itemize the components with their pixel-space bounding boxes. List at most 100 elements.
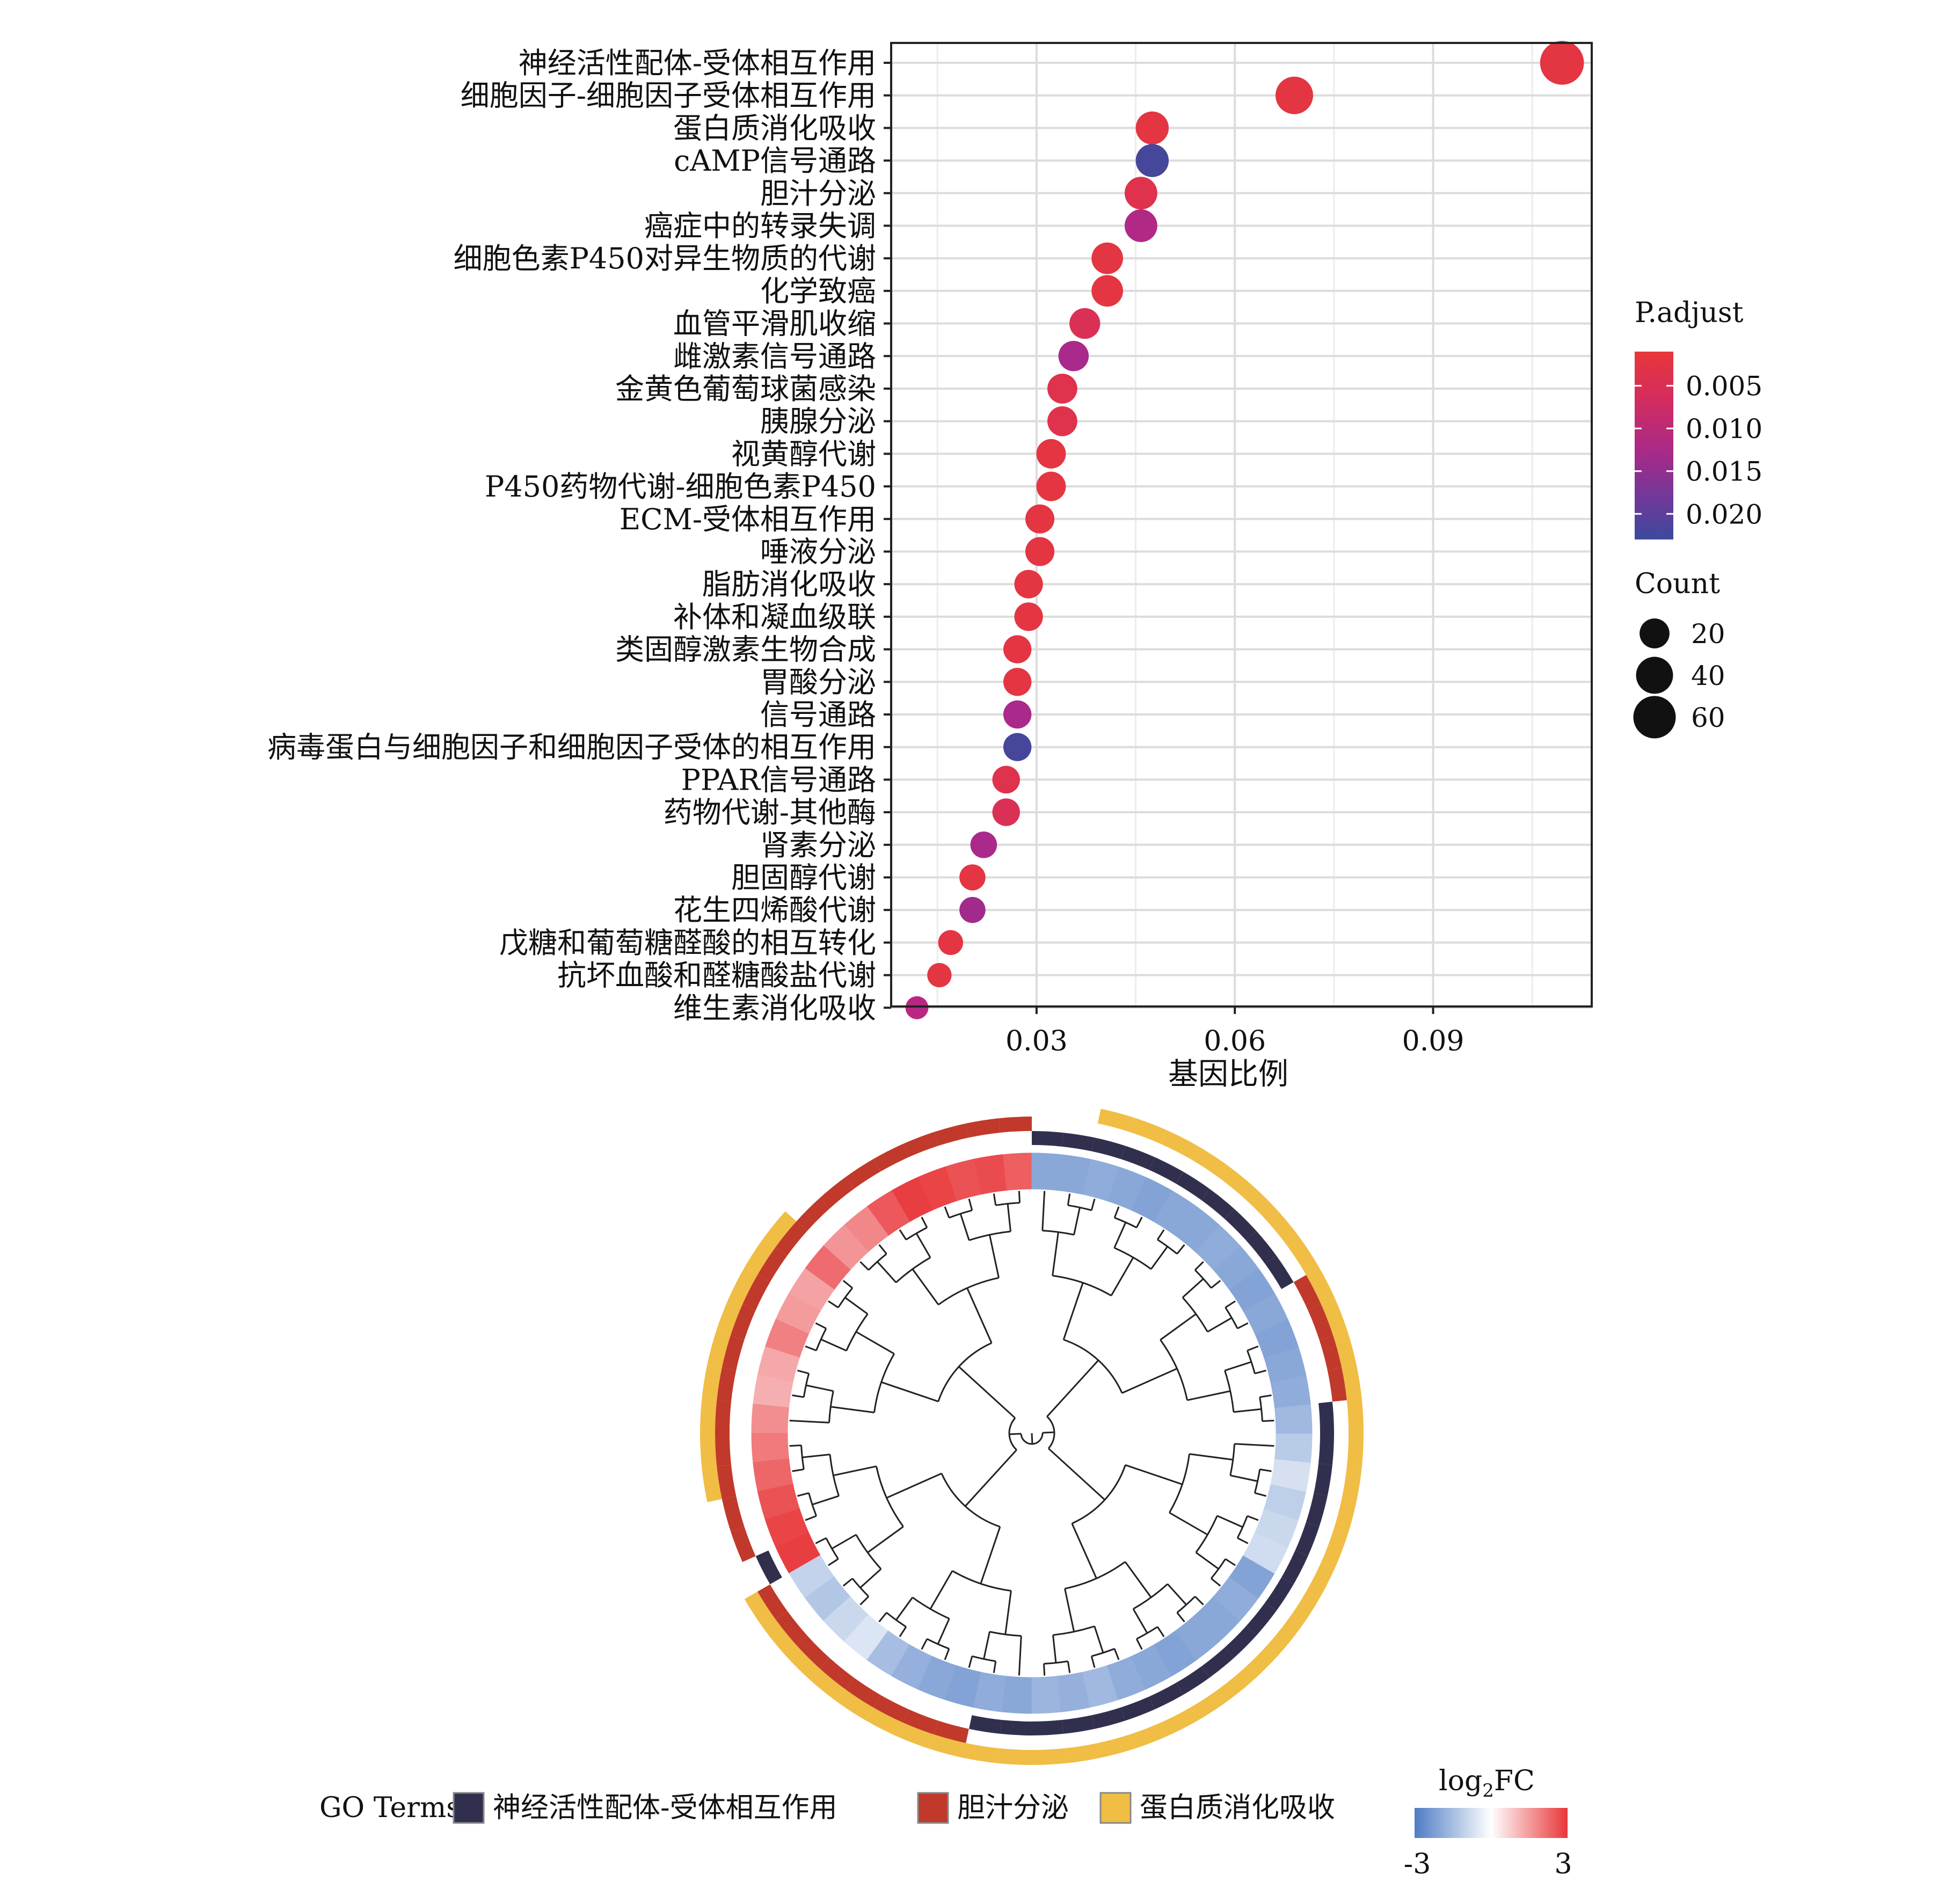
ring-cell-protein-digestion bbox=[744, 1592, 776, 1629]
dendrogram-branch bbox=[1041, 1191, 1046, 1231]
ring-cell-protein-digestion bbox=[1288, 1238, 1320, 1275]
ring-cell-bile-secretion bbox=[742, 1275, 770, 1311]
ring-cell-neuroactive bbox=[968, 1715, 1002, 1734]
ring-cell-neuroactive bbox=[1265, 1256, 1294, 1289]
padjust-legend: P.adjust 0.005 0.010 0.015 0.020 bbox=[1635, 297, 1762, 539]
ring-cell-protein-digestion bbox=[1218, 1165, 1254, 1198]
dendrogram-branch bbox=[1043, 1664, 1046, 1676]
dendrogram-branch bbox=[1062, 1282, 1084, 1340]
ring-cell-neuroactive bbox=[1201, 1647, 1234, 1678]
ring-cell-neuroactive bbox=[1225, 1208, 1257, 1241]
dendrogram-branch bbox=[1048, 1448, 1105, 1501]
ring-cell-protein-digestion bbox=[1218, 1668, 1254, 1702]
dendrogram-branch bbox=[1125, 1464, 1183, 1485]
ring-cell-protein-digestion bbox=[963, 1103, 999, 1124]
dendrogram-arc bbox=[851, 1578, 870, 1597]
logfc-title-tail: FC bbox=[1494, 1765, 1535, 1797]
dendrogram-branch bbox=[1090, 1655, 1096, 1668]
data-point bbox=[970, 831, 997, 858]
y-tick-label: cAMP信号通路 bbox=[674, 144, 876, 178]
data-point bbox=[1091, 242, 1123, 274]
ring-cell-protein-digestion bbox=[728, 1267, 758, 1305]
dendrogram-branch bbox=[828, 1300, 839, 1309]
dendrogram-branch bbox=[1262, 1419, 1274, 1422]
ring-cell-protein-digestion bbox=[836, 1146, 873, 1177]
dendrogram-branch bbox=[1247, 1345, 1259, 1352]
ring-neuroactive bbox=[730, 1131, 1334, 1735]
ring-cell-neuroactive bbox=[1000, 1720, 1032, 1735]
ring-cell-neuroactive bbox=[854, 1171, 888, 1200]
y-tick-label: P450药物代谢-细胞色素P450 bbox=[485, 470, 876, 504]
dendrogram-branch bbox=[815, 1322, 827, 1330]
y-tick-label: 胃酸分泌 bbox=[760, 665, 876, 699]
dendrogram-branch bbox=[812, 1495, 839, 1506]
dendrogram-branch bbox=[842, 1280, 853, 1289]
dendrogram-branch bbox=[877, 1261, 897, 1283]
ring-cell-bile-secretion bbox=[796, 1635, 830, 1669]
ring-cell-neuroactive bbox=[880, 1683, 915, 1710]
dendrogram-branch bbox=[1234, 1443, 1274, 1447]
ring-cell-protein-digestion bbox=[866, 1130, 904, 1159]
ring-cell-neuroactive bbox=[1176, 1171, 1209, 1200]
dendrogram-branch bbox=[1254, 1492, 1266, 1497]
dendrogram-branch bbox=[1135, 1216, 1143, 1228]
dendrogram-branch bbox=[878, 1612, 887, 1623]
ring-cell-protein-digestion bbox=[716, 1298, 743, 1336]
ring-cell-protein-digestion bbox=[1160, 1130, 1198, 1159]
data-point bbox=[959, 896, 986, 923]
dendrogram-branch bbox=[806, 1384, 834, 1392]
ring-cell-bile-secretion bbox=[1319, 1335, 1342, 1370]
dendrogram-branch bbox=[1211, 1578, 1221, 1587]
ring-cell-neuroactive bbox=[1149, 1157, 1183, 1184]
ring-cell-neuroactive bbox=[1265, 1577, 1294, 1611]
dendrogram-branch bbox=[1052, 1635, 1057, 1663]
ring-cell-neuroactive bbox=[829, 1188, 863, 1219]
ring-cell-protein-digestion bbox=[1243, 1186, 1279, 1222]
ring-cell-neuroactive bbox=[1176, 1666, 1209, 1695]
ring-cell-protein-digestion bbox=[763, 1619, 797, 1655]
ring-cell-protein-digestion bbox=[716, 1531, 743, 1569]
dendrogram-arc bbox=[1194, 1269, 1212, 1289]
count-legend-label: 60 bbox=[1691, 702, 1725, 733]
x-axis-ticks: 0.03 0.06 0.09 bbox=[1005, 1006, 1464, 1057]
dendrogram-arc bbox=[1259, 1397, 1263, 1421]
dendrogram-branch bbox=[792, 1468, 804, 1472]
dendrogram-arc bbox=[1254, 1469, 1261, 1493]
dendrogram-arc bbox=[1247, 1350, 1256, 1374]
count-legend-title: Count bbox=[1635, 568, 1720, 600]
ring-cell-bile-secretion bbox=[715, 1433, 732, 1467]
ring-cell-protein-digestion bbox=[1321, 1531, 1347, 1569]
circular-heatmap-panel bbox=[700, 1102, 1364, 1765]
dendrogram-branch bbox=[1216, 1515, 1243, 1528]
padjust-tick-label: 0.020 bbox=[1686, 499, 1762, 530]
dendrogram-branch bbox=[805, 1515, 817, 1521]
dendrogram-branch bbox=[1113, 1206, 1120, 1219]
dendrogram-branch bbox=[1007, 1203, 1011, 1232]
data-points bbox=[905, 41, 1584, 1019]
ring-cell-protein-digestion bbox=[707, 1331, 731, 1368]
dendrogram-branch bbox=[1094, 1626, 1104, 1653]
data-point bbox=[1124, 177, 1157, 210]
dendrogram-arc bbox=[1114, 1217, 1137, 1229]
ring-cell-protein-digestion bbox=[1306, 1267, 1335, 1305]
ring-cell-neuroactive bbox=[854, 1666, 888, 1695]
ring-cell-neuroactive bbox=[1032, 1131, 1063, 1147]
ring-cell-neuroactive bbox=[1306, 1493, 1328, 1527]
dendrogram-branch bbox=[1176, 1612, 1185, 1623]
ring-cell-protein-digestion bbox=[728, 1562, 758, 1599]
dendrogram-branch bbox=[937, 1618, 950, 1645]
dendrogram-branch bbox=[833, 1465, 877, 1477]
ring-cell-neuroactive bbox=[1281, 1282, 1308, 1316]
y-tick-label: 戊糖和葡萄糖醛酸的相互转化 bbox=[499, 926, 876, 960]
ring-cell-protein-digestion bbox=[1333, 1331, 1357, 1368]
dendrogram-branch bbox=[1150, 1246, 1168, 1270]
dendrogram-branch bbox=[1156, 1626, 1165, 1637]
ring-cell-protein-digestion bbox=[810, 1668, 846, 1702]
ring-cell-protein-digestion bbox=[744, 1238, 776, 1275]
x-tick-label: 0.09 bbox=[1402, 1025, 1464, 1057]
y-tick-label: 细胞因子-细胞因子受体相互作用 bbox=[461, 79, 876, 113]
dot-plot-panel: 神经活性配体-受体相互作用细胞因子-细胞因子受体相互作用蛋白质消化吸收cAMP信… bbox=[267, 41, 1593, 1092]
ring-cell-protein-digestion bbox=[1243, 1645, 1279, 1680]
dendrogram-branch bbox=[1225, 1558, 1236, 1566]
dendrogram-branch bbox=[1018, 1636, 1022, 1676]
